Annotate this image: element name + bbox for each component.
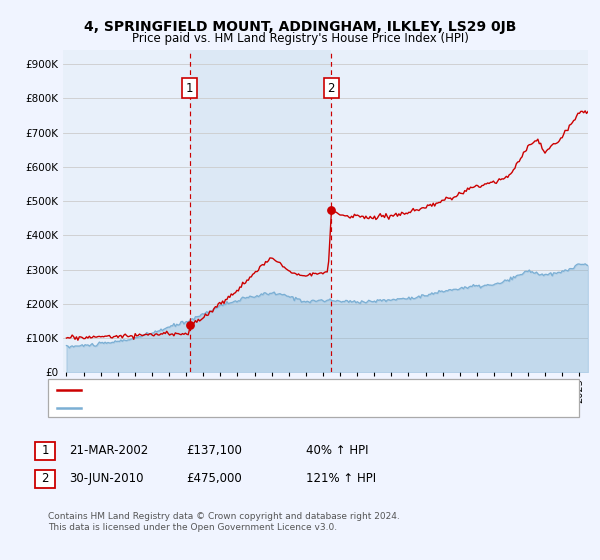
Text: 2: 2 (328, 82, 335, 95)
Text: HPI: Average price, detached house, Bradford: HPI: Average price, detached house, Brad… (85, 403, 323, 413)
Text: 1: 1 (186, 82, 194, 95)
Text: 40% ↑ HPI: 40% ↑ HPI (306, 444, 368, 458)
Text: £475,000: £475,000 (186, 472, 242, 486)
Text: 21-MAR-2002: 21-MAR-2002 (69, 444, 148, 458)
Text: Contains HM Land Registry data © Crown copyright and database right 2024.
This d: Contains HM Land Registry data © Crown c… (48, 512, 400, 532)
Text: Price paid vs. HM Land Registry's House Price Index (HPI): Price paid vs. HM Land Registry's House … (131, 32, 469, 45)
Text: 4, SPRINGFIELD MOUNT, ADDINGHAM, ILKLEY, LS29 0JB (detached house): 4, SPRINGFIELD MOUNT, ADDINGHAM, ILKLEY,… (85, 385, 469, 395)
Text: 4, SPRINGFIELD MOUNT, ADDINGHAM, ILKLEY, LS29 0JB: 4, SPRINGFIELD MOUNT, ADDINGHAM, ILKLEY,… (84, 20, 516, 34)
Text: £137,100: £137,100 (186, 444, 242, 458)
Text: 121% ↑ HPI: 121% ↑ HPI (306, 472, 376, 486)
Point (326, 205, 336, 214)
Text: 2: 2 (41, 472, 49, 486)
Bar (190, 50, 331, 372)
Text: 30-JUN-2010: 30-JUN-2010 (69, 472, 143, 486)
Text: 1: 1 (41, 444, 49, 458)
Point (185, 321, 194, 330)
